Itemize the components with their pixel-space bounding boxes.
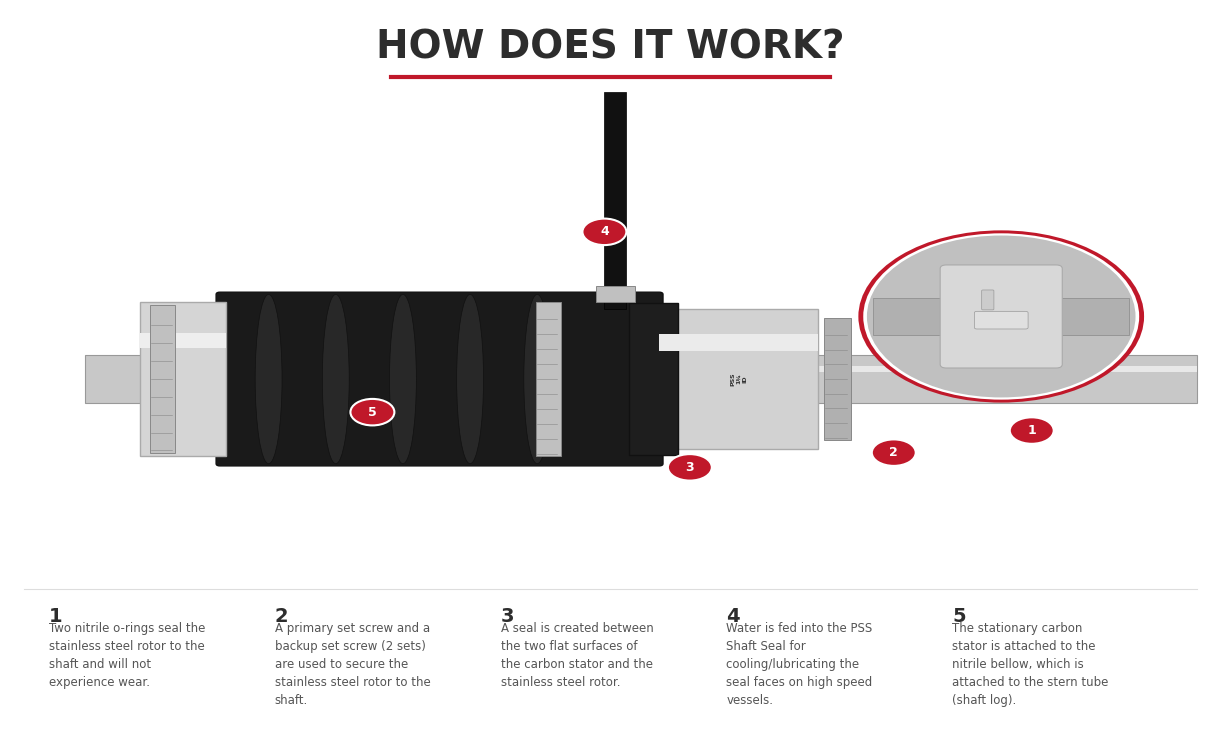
FancyBboxPatch shape [536, 302, 560, 456]
Text: 3: 3 [501, 607, 514, 626]
Text: A seal is created between
the two flat surfaces of
the carbon stator and the
sta: A seal is created between the two flat s… [501, 622, 653, 689]
FancyBboxPatch shape [216, 292, 663, 466]
Circle shape [350, 399, 394, 425]
Circle shape [668, 454, 712, 481]
FancyBboxPatch shape [596, 286, 635, 302]
FancyBboxPatch shape [635, 366, 1197, 372]
Circle shape [872, 439, 916, 466]
FancyBboxPatch shape [824, 318, 851, 440]
Text: Water is fed into the PSS
Shaft Seal for
cooling/lubricating the
seal faces on h: Water is fed into the PSS Shaft Seal for… [726, 622, 873, 707]
Text: 1: 1 [1027, 424, 1037, 437]
Text: 1: 1 [49, 607, 62, 626]
Text: 4: 4 [726, 607, 740, 626]
Circle shape [858, 230, 1144, 403]
Text: 2: 2 [889, 446, 899, 459]
FancyBboxPatch shape [873, 298, 1129, 335]
Text: HOW DOES IT WORK?: HOW DOES IT WORK? [376, 29, 845, 67]
Ellipse shape [524, 294, 551, 464]
FancyBboxPatch shape [604, 92, 626, 309]
Circle shape [1010, 417, 1054, 444]
FancyBboxPatch shape [940, 265, 1062, 368]
FancyBboxPatch shape [659, 309, 818, 449]
Circle shape [867, 236, 1136, 397]
Ellipse shape [255, 294, 282, 464]
Text: 4: 4 [600, 225, 609, 238]
FancyBboxPatch shape [629, 303, 678, 455]
Text: 5: 5 [368, 406, 377, 419]
Text: 2: 2 [275, 607, 288, 626]
FancyBboxPatch shape [85, 355, 305, 403]
FancyBboxPatch shape [140, 302, 226, 456]
FancyBboxPatch shape [659, 334, 818, 351]
Ellipse shape [389, 294, 416, 464]
Circle shape [863, 233, 1139, 400]
Text: 5: 5 [952, 607, 966, 626]
Ellipse shape [457, 294, 484, 464]
FancyBboxPatch shape [150, 305, 175, 453]
Text: 3: 3 [685, 461, 695, 474]
FancyBboxPatch shape [635, 355, 1197, 403]
FancyBboxPatch shape [140, 333, 226, 348]
Ellipse shape [322, 294, 349, 464]
Text: PSS
1¾
ID: PSS 1¾ ID [730, 372, 747, 386]
Text: The stationary carbon
stator is attached to the
nitrile bellow, which is
attache: The stationary carbon stator is attached… [952, 622, 1109, 707]
Text: Two nitrile o-rings seal the
stainless steel rotor to the
shaft and will not
exp: Two nitrile o-rings seal the stainless s… [49, 622, 205, 689]
FancyBboxPatch shape [974, 311, 1028, 329]
FancyBboxPatch shape [982, 290, 994, 310]
Circle shape [582, 219, 626, 245]
Text: A primary set screw and a
backup set screw (2 sets)
are used to secure the
stain: A primary set screw and a backup set scr… [275, 622, 431, 707]
